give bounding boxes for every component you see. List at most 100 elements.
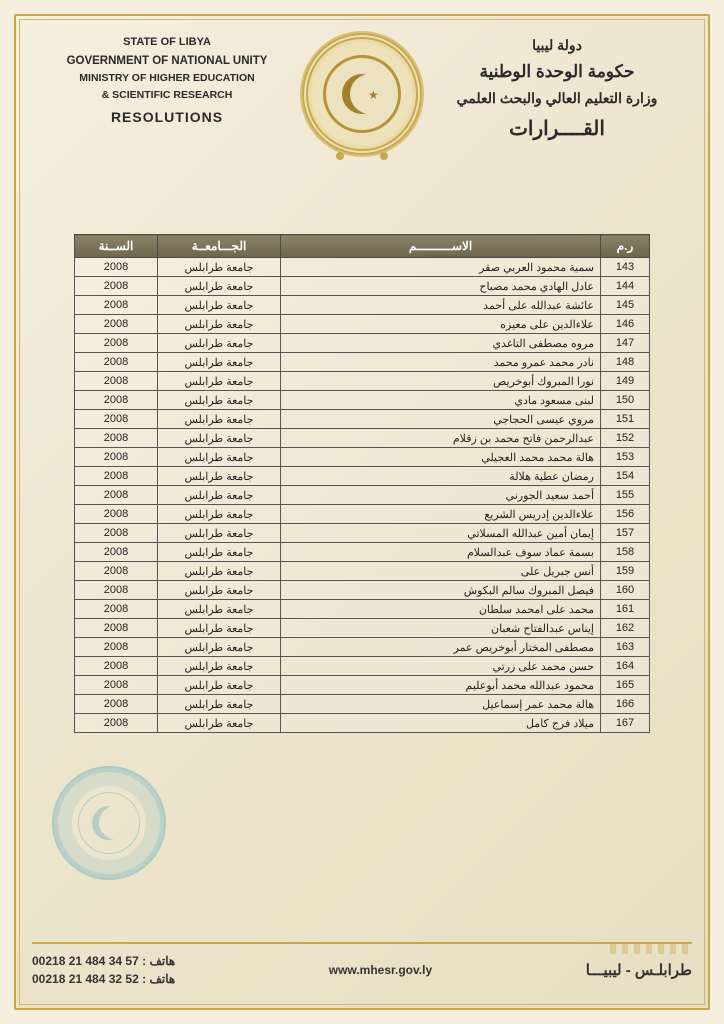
names-table: ر.م الاســــــــــم الجـــامعــة الســنة… <box>74 234 650 733</box>
document-page: STATE OF LIBYA GOVERNMENT OF NATIONAL UN… <box>0 0 724 1024</box>
cell-year: 2008 <box>75 524 158 543</box>
cell-num: 162 <box>601 619 650 638</box>
cell-university: جامعة طرابلس <box>158 315 281 334</box>
footer: هاتف : 00218 21 484 34 57 هاتف : 00218 2… <box>32 942 692 988</box>
table-row: 166هالة محمد عمر إسماعيلجامعة طرابلس2008 <box>75 695 650 714</box>
cell-year: 2008 <box>75 391 158 410</box>
cell-num: 143 <box>601 258 650 277</box>
col-name: الاســــــــــم <box>281 235 601 258</box>
cell-name: رمضان عطية هلالة <box>281 467 601 486</box>
resolutions-line-ar: القــــرارات <box>432 112 682 146</box>
cell-name: نادر محمد عمرو محمد <box>281 353 601 372</box>
government-line: GOVERNMENT OF NATIONAL UNITY <box>42 52 292 70</box>
cell-num: 146 <box>601 315 650 334</box>
letterhead-english: STATE OF LIBYA GOVERNMENT OF NATIONAL UN… <box>42 34 292 128</box>
cell-name: نورا المبروك أبوخريص <box>281 372 601 391</box>
footer-location: طرابلـس - ليبيـــا <box>586 961 692 979</box>
cell-num: 157 <box>601 524 650 543</box>
cell-num: 150 <box>601 391 650 410</box>
cell-year: 2008 <box>75 296 158 315</box>
cell-name: هالة محمد محمد العجيلي <box>281 448 601 467</box>
national-emblem: ★ <box>302 34 422 154</box>
table-row: 156علاءالدين إدريس الشريعجامعة طرابلس200… <box>75 505 650 524</box>
cell-num: 166 <box>601 695 650 714</box>
cell-name: أحمد سعيد الجورني <box>281 486 601 505</box>
cell-name: أنس جبريل على <box>281 562 601 581</box>
table-row: 159أنس جبريل علىجامعة طرابلس2008 <box>75 562 650 581</box>
table-row: 144عادل الهادي محمد مصباحجامعة طرابلس200… <box>75 277 650 296</box>
cell-num: 152 <box>601 429 650 448</box>
phone-label: هاتف : <box>142 954 175 968</box>
cell-num: 154 <box>601 467 650 486</box>
cell-name: علاءالدين على معيزه <box>281 315 601 334</box>
table-row: 160فيصل المبروك سالم البكوشجامعة طرابلس2… <box>75 581 650 600</box>
col-year: الســنة <box>75 235 158 258</box>
table-row: 163مصطفى المختار أبوخريص عمرجامعة طرابلس… <box>75 638 650 657</box>
table-row: 152عبدالرحمن فاتح محمد بن زقلامجامعة طرا… <box>75 429 650 448</box>
cell-year: 2008 <box>75 638 158 657</box>
data-table-wrap: ر.م الاســــــــــم الجـــامعــة الســنة… <box>74 234 650 733</box>
cell-year: 2008 <box>75 695 158 714</box>
col-num: ر.م <box>601 235 650 258</box>
cell-name: عائشة عبدالله على أحمد <box>281 296 601 315</box>
cell-year: 2008 <box>75 676 158 695</box>
table-row: 151مروي عيسى الحجاجيجامعة طرابلس2008 <box>75 410 650 429</box>
table-row: 161محمد على امحمد سلطانجامعة طرابلس2008 <box>75 600 650 619</box>
cell-year: 2008 <box>75 372 158 391</box>
cell-university: جامعة طرابلس <box>158 448 281 467</box>
table-row: 147مروه مصطفى التاغديجامعة طرابلس2008 <box>75 334 650 353</box>
cell-year: 2008 <box>75 353 158 372</box>
cell-university: جامعة طرابلس <box>158 372 281 391</box>
cell-year: 2008 <box>75 562 158 581</box>
cell-university: جامعة طرابلس <box>158 581 281 600</box>
state-line: STATE OF LIBYA <box>42 34 292 52</box>
ministry-line-ar: وزارة التعليم العالي والبحث العلمي <box>432 87 682 111</box>
table-row: 146علاءالدين على معيزهجامعة طرابلس2008 <box>75 315 650 334</box>
cell-num: 164 <box>601 657 650 676</box>
cell-num: 156 <box>601 505 650 524</box>
cell-university: جامعة طرابلس <box>158 638 281 657</box>
stamp-crescent-icon <box>91 805 127 841</box>
table-row: 164حسن محمد على زرتيجامعة طرابلس2008 <box>75 657 650 676</box>
cell-year: 2008 <box>75 410 158 429</box>
cell-name: محمود عبدالله محمد أبوعليم <box>281 676 601 695</box>
cell-name: لبنى مسعود مادي <box>281 391 601 410</box>
cell-university: جامعة طرابلس <box>158 562 281 581</box>
cell-year: 2008 <box>75 277 158 296</box>
letterhead-arabic: دولة ليبيا حكومة الوحدة الوطنية وزارة ال… <box>432 34 682 146</box>
cell-num: 151 <box>601 410 650 429</box>
cell-year: 2008 <box>75 258 158 277</box>
cell-num: 159 <box>601 562 650 581</box>
cell-year: 2008 <box>75 467 158 486</box>
cell-year: 2008 <box>75 581 158 600</box>
cell-name: محمد على امحمد سلطان <box>281 600 601 619</box>
cell-year: 2008 <box>75 714 158 733</box>
cell-name: فيصل المبروك سالم البكوش <box>281 581 601 600</box>
cell-name: حسن محمد على زرتي <box>281 657 601 676</box>
cell-num: 145 <box>601 296 650 315</box>
table-row: 165محمود عبدالله محمد أبوعليمجامعة طرابل… <box>75 676 650 695</box>
cell-university: جامعة طرابلس <box>158 334 281 353</box>
footer-url: www.mhesr.gov.ly <box>329 963 432 977</box>
table-body: 143سمية محمود العربي صقرجامعة طرابلس2008… <box>75 258 650 733</box>
cell-university: جامعة طرابلس <box>158 657 281 676</box>
cell-year: 2008 <box>75 486 158 505</box>
cell-year: 2008 <box>75 657 158 676</box>
star-icon: ★ <box>368 88 379 102</box>
cell-year: 2008 <box>75 600 158 619</box>
cell-year: 2008 <box>75 448 158 467</box>
official-stamp <box>48 762 170 884</box>
cell-university: جامعة طرابلس <box>158 258 281 277</box>
phone-label: هاتف : <box>142 972 175 986</box>
cell-num: 148 <box>601 353 650 372</box>
resolutions-line: RESOLUTIONS <box>42 106 292 128</box>
state-line-ar: دولة ليبيا <box>432 34 682 58</box>
letterhead: STATE OF LIBYA GOVERNMENT OF NATIONAL UN… <box>14 14 710 154</box>
cell-university: جامعة طرابلس <box>158 619 281 638</box>
ministry-line-2: & SCIENTIFIC RESEARCH <box>42 87 292 104</box>
cell-name: عبدالرحمن فاتح محمد بن زقلام <box>281 429 601 448</box>
table-row: 158بسمة عماد سوف عبدالسلامجامعة طرابلس20… <box>75 543 650 562</box>
cell-num: 155 <box>601 486 650 505</box>
cell-year: 2008 <box>75 334 158 353</box>
cell-name: بسمة عماد سوف عبدالسلام <box>281 543 601 562</box>
